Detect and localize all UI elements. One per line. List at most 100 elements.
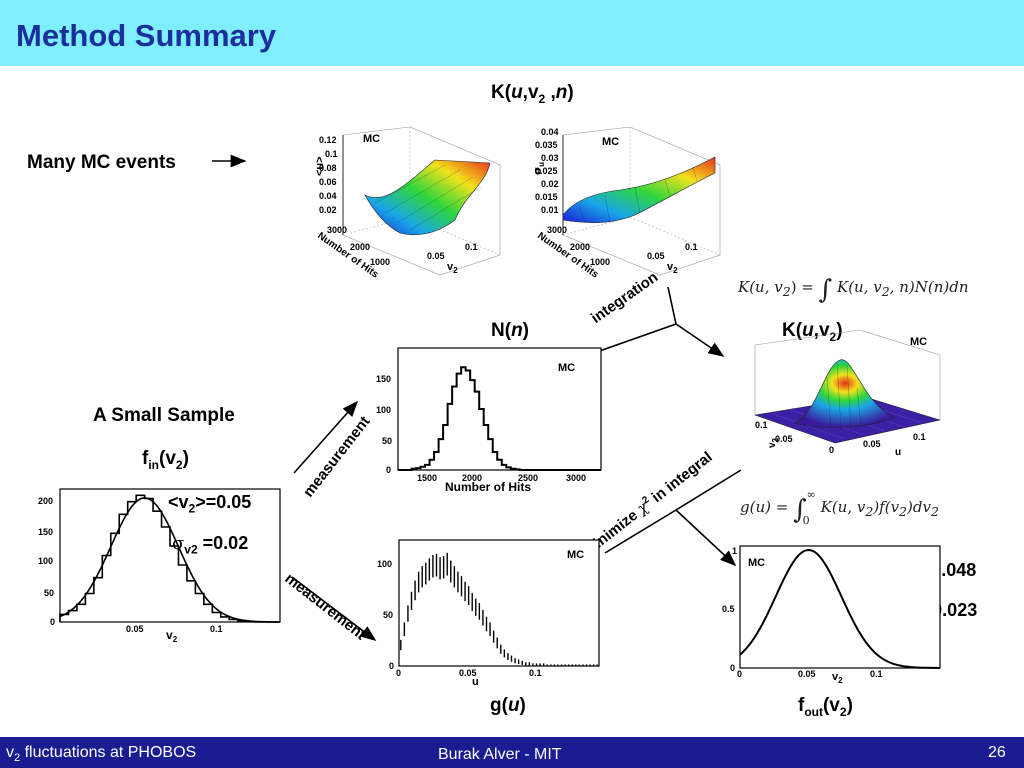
svg-text:0.05: 0.05 bbox=[798, 669, 816, 679]
svg-text:100: 100 bbox=[377, 559, 392, 569]
fin-histogram: 0 50 100 150 200 0.05 0.1 v2 bbox=[38, 488, 281, 644]
many-mc-label: Many MC events bbox=[27, 152, 176, 173]
gu-x-ticks: 0 0.05 0.1 bbox=[396, 668, 542, 678]
svg-text:0.12: 0.12 bbox=[319, 135, 337, 145]
footer-page-number: 26 bbox=[988, 744, 1006, 761]
svg-text:2000: 2000 bbox=[462, 473, 482, 483]
measurement-top-arrow bbox=[293, 400, 359, 474]
g-integral-equation: g(u) = ∫ ∞ 0 K(u, v2)f(v2)dv2 bbox=[740, 488, 939, 527]
svg-text:3000: 3000 bbox=[327, 225, 347, 235]
svg-text:0: 0 bbox=[829, 445, 834, 455]
z1-ticks: 0.02 0.04 0.06 0.08 0.1 0.12 bbox=[319, 135, 338, 215]
svg-text:0.05: 0.05 bbox=[775, 434, 793, 444]
input-sigma: σv2 =0.02 bbox=[172, 533, 249, 557]
nn-x-ticks: 1500 2000 2500 3000 bbox=[417, 473, 586, 483]
page-title: Method Summary bbox=[16, 18, 277, 53]
fout-title: fout(v2) bbox=[798, 695, 853, 719]
nhits-axis-label-1: Number of Hits bbox=[315, 230, 380, 280]
fout-plot: MC 0 0.5 1 0 0.05 0.1 v2 bbox=[722, 545, 941, 685]
nn-histogram: MC 0 50 100 150 1500 2000 2500 3000 Numb… bbox=[376, 347, 602, 494]
gu-title: g(u) bbox=[490, 695, 526, 716]
fin-gaussian-fit bbox=[59, 497, 281, 623]
svg-text:3000: 3000 bbox=[547, 225, 567, 235]
mean-u-axis-label: <u> bbox=[314, 156, 326, 176]
measurement-bottom-arrow bbox=[291, 576, 377, 641]
nn-title: N(n) bbox=[491, 320, 529, 341]
svg-text:0.06: 0.06 bbox=[319, 177, 337, 187]
svg-text:0.1: 0.1 bbox=[870, 669, 883, 679]
k-integral-equation: K(u, v2) = ∫ K(u, v2, n)N(n)dn bbox=[738, 275, 969, 305]
title-bar bbox=[0, 0, 1024, 66]
footer-bar bbox=[0, 737, 1024, 768]
svg-text:2000: 2000 bbox=[570, 242, 590, 252]
fin-v2-label: v2 bbox=[166, 628, 178, 644]
svg-text:0.5: 0.5 bbox=[722, 604, 735, 614]
v2-ticks-1: 0.05 0.1 bbox=[427, 242, 478, 261]
svg-text:100: 100 bbox=[376, 405, 391, 415]
svg-text:0.08: 0.08 bbox=[319, 163, 337, 173]
svg-text:0.01: 0.01 bbox=[541, 205, 559, 215]
kuv-surface-plot: MC 0.1 0.05 v2 0 0.05 0.1 u bbox=[754, 329, 941, 458]
svg-text:0.1: 0.1 bbox=[755, 420, 768, 430]
sigma-u-axis-label: σu bbox=[531, 162, 546, 175]
sigma-u-surface-plot: σu 0.01 0.015 0.02 0.025 0.03 0.035 0.04… bbox=[531, 126, 721, 281]
svg-text:0.05: 0.05 bbox=[863, 439, 881, 449]
fin-x-ticks: 0.05 0.1 bbox=[126, 624, 223, 634]
fin-title: fin(v2) bbox=[142, 448, 189, 472]
svg-text:1000: 1000 bbox=[590, 257, 610, 267]
svg-text:0.015: 0.015 bbox=[535, 192, 558, 202]
svg-text:0: 0 bbox=[730, 663, 735, 673]
gu-u-label: u bbox=[472, 676, 479, 688]
svg-text:0.1: 0.1 bbox=[685, 242, 698, 252]
fout-curve bbox=[739, 548, 940, 669]
fin-y-ticks: 0 50 100 150 200 bbox=[38, 496, 55, 627]
svg-text:3000: 3000 bbox=[566, 473, 586, 483]
footer-center: Burak Alver - MIT bbox=[438, 746, 562, 763]
mc-label-3: MC bbox=[910, 336, 927, 348]
minimize-line-k bbox=[675, 469, 742, 511]
svg-text:0.1: 0.1 bbox=[210, 624, 223, 634]
svg-text:100: 100 bbox=[38, 556, 53, 566]
svg-text:2500: 2500 bbox=[518, 473, 538, 483]
gu-error-bars bbox=[400, 552, 598, 666]
z2-ticks: 0.01 0.015 0.02 0.025 0.03 0.035 0.04 bbox=[535, 127, 559, 215]
svg-text:0: 0 bbox=[386, 465, 391, 475]
svg-text:150: 150 bbox=[38, 527, 53, 537]
svg-text:0.05: 0.05 bbox=[427, 251, 445, 261]
kuv-x-ticks: 0 0.05 0.1 bbox=[829, 432, 926, 455]
sigma-u-surface bbox=[562, 156, 716, 224]
fout-v2-label: v2 bbox=[832, 671, 843, 685]
nhits-ticks-2: 3000 2000 1000 bbox=[547, 225, 610, 267]
svg-text:1000: 1000 bbox=[370, 257, 390, 267]
svg-text:0.05: 0.05 bbox=[459, 668, 477, 678]
minimize-arrow bbox=[675, 509, 737, 567]
nhits-ticks-1: 3000 2000 1000 bbox=[327, 225, 390, 267]
fout-y-ticks: 0 0.5 1 bbox=[722, 546, 737, 673]
kuv-v2-label: v2 bbox=[767, 437, 780, 448]
svg-text:200: 200 bbox=[38, 496, 53, 506]
svg-text:0: 0 bbox=[737, 669, 742, 679]
svg-text:0.035: 0.035 bbox=[535, 140, 558, 150]
svg-text:50: 50 bbox=[383, 610, 393, 620]
footer-left: v2 fluctuations at PHOBOS bbox=[6, 744, 197, 765]
kuv-y-ticks: 0.1 0.05 bbox=[755, 420, 793, 444]
fout-x-ticks: 0 0.05 0.1 bbox=[737, 669, 883, 679]
mean-u-surface-plot: <u> 0.02 0.04 0.06 0.08 0.1 0.12 MC 3000… bbox=[314, 126, 501, 281]
svg-text:0.025: 0.025 bbox=[535, 166, 558, 176]
kuv-peak bbox=[794, 359, 896, 428]
svg-text:0.1: 0.1 bbox=[465, 242, 478, 252]
mc-label-2: MC bbox=[602, 136, 619, 148]
svg-text:0: 0 bbox=[396, 668, 401, 678]
small-sample-label: A Small Sample bbox=[93, 405, 235, 426]
kuv-u-label: u bbox=[895, 447, 901, 458]
integration-line-top bbox=[667, 286, 677, 325]
v2-axis-label-2: v2 bbox=[667, 261, 678, 275]
mc-label-fout: MC bbox=[748, 557, 765, 569]
svg-text:0.02: 0.02 bbox=[319, 205, 337, 215]
svg-text:0.05: 0.05 bbox=[126, 624, 144, 634]
svg-text:1500: 1500 bbox=[417, 473, 437, 483]
mc-label-gu: MC bbox=[567, 549, 584, 561]
gu-y-ticks: 0 50 100 bbox=[377, 559, 394, 671]
kuvn-title: K(u,v2 ,n) bbox=[491, 82, 574, 106]
svg-text:0.1: 0.1 bbox=[325, 149, 338, 159]
